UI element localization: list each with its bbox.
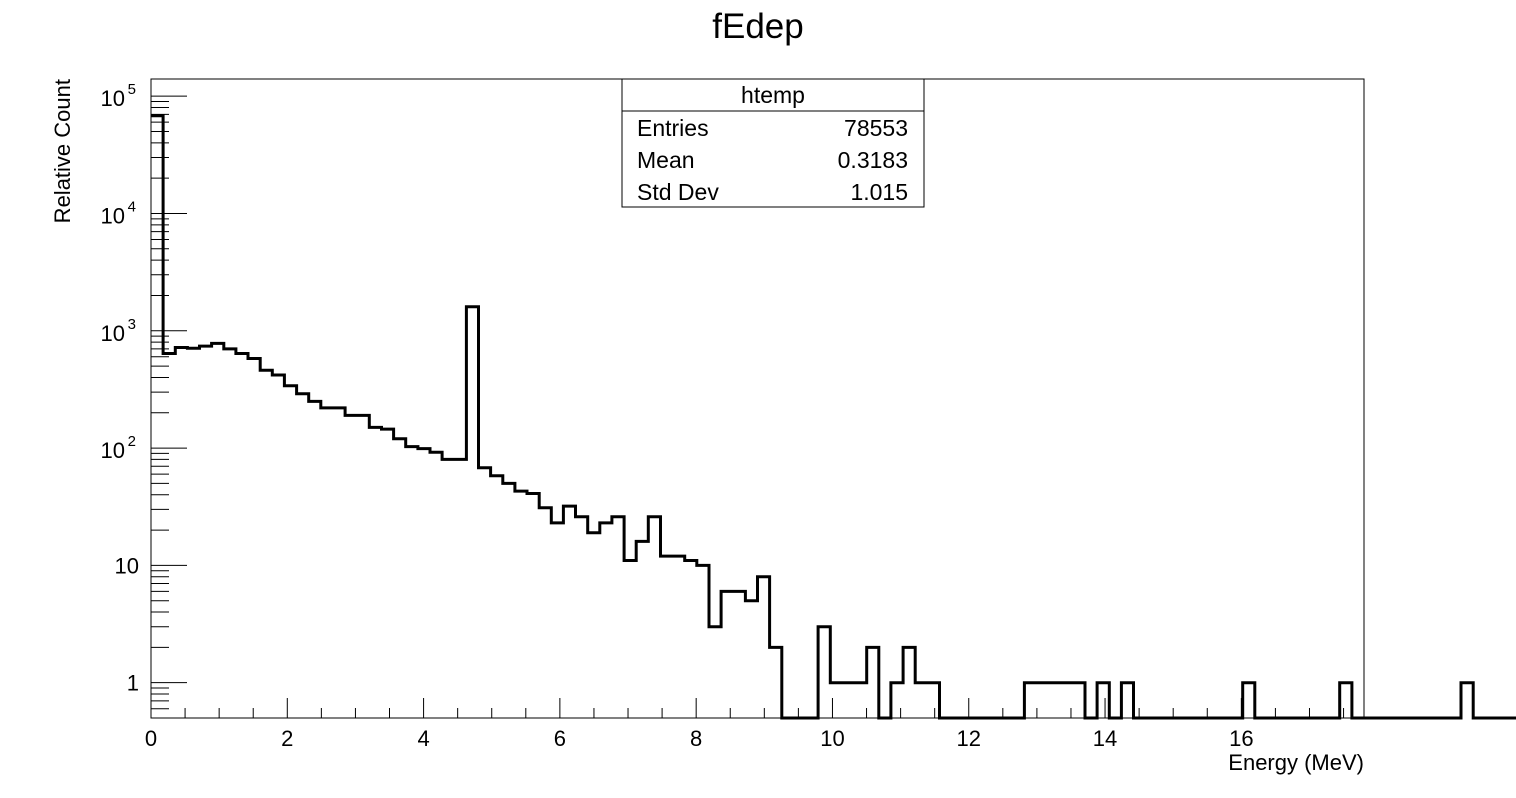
y-axis-ticks [151, 95, 187, 719]
x-tick-label: 12 [957, 726, 981, 751]
y-tick-label-exponent: 3 [128, 316, 136, 333]
stats-box-frame [621, 78, 925, 208]
y-tick-label-base: 10 [101, 86, 125, 111]
stats-mean-value: 0.3183 [838, 147, 908, 173]
x-tick-label: 14 [1093, 726, 1117, 751]
y-tick-label-exponent: 4 [128, 198, 136, 215]
y-tick-label: 10 3 [101, 316, 136, 346]
x-tick-label: 10 [820, 726, 844, 751]
stats-mean-label: Mean [637, 147, 695, 173]
histogram-series-line [151, 114, 1516, 720]
y-tick-label-base: 10 [101, 203, 125, 228]
y-tick-label-exponent: 5 [128, 81, 136, 98]
y-tick-label-base: 10 [101, 321, 125, 346]
stats-stddev-value: 1.015 [850, 179, 908, 205]
stats-entries-value: 78553 [844, 115, 908, 141]
y-tick-label: 10 [115, 553, 139, 578]
stats-box: htemp Entries 78553 Mean 0.3183 Std Dev … [621, 78, 925, 208]
x-tick-label: 16 [1229, 726, 1253, 751]
y-tick-label: 10 2 [101, 433, 136, 463]
x-axis-title: Energy (MeV) [1228, 750, 1364, 775]
stats-stddev-label: Std Dev [637, 179, 719, 205]
stats-entries-label: Entries [637, 115, 709, 141]
x-tick-label: 4 [417, 726, 429, 751]
y-axis-title: Relative Count [50, 79, 75, 223]
y-tick-label: 10 4 [101, 198, 136, 228]
x-axis-ticks [150, 698, 1345, 718]
y-tick-label: 1 [127, 671, 139, 696]
x-tick-label: 6 [554, 726, 566, 751]
y-tick-label: 10 5 [101, 81, 136, 111]
stats-box-title: htemp [741, 82, 805, 108]
x-tick-label: 8 [690, 726, 702, 751]
y-tick-label-base: 10 [101, 438, 125, 463]
y-tick-label-exponent: 2 [128, 433, 136, 450]
x-axis-tick-labels: 0 2 4 6 8 10 12 14 16 [145, 726, 1254, 751]
x-tick-label: 0 [145, 726, 157, 751]
chart-title: fEdep [712, 7, 803, 46]
x-tick-label: 2 [281, 726, 293, 751]
